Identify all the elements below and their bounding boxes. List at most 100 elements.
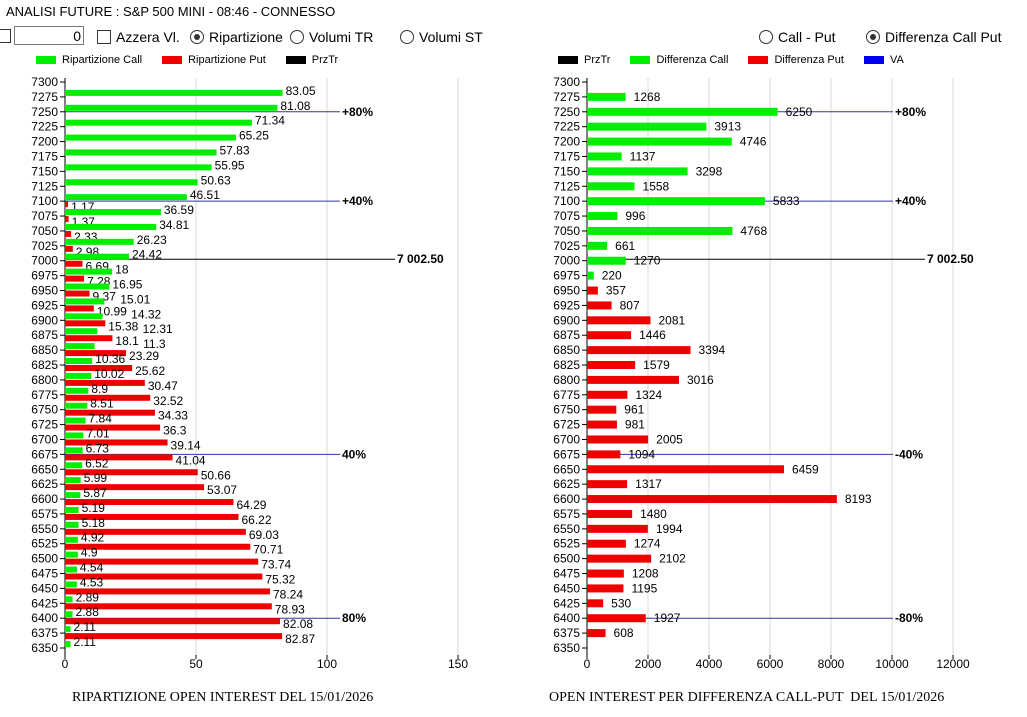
va-label: +40% [342,194,373,208]
call-bar [65,164,212,171]
put-diff-label: 1317 [635,477,662,491]
radio-differenza[interactable]: Differenza Call Put [866,29,1001,45]
put-diff-bar [587,361,636,369]
put-diff-label: 981 [625,418,645,432]
call-bar [65,641,71,647]
y-tick-label: 6875 [31,328,58,342]
azzera-checkbox[interactable]: Azzera Vl. [97,29,180,45]
call-diff-bar [587,152,622,161]
put-bar [65,543,251,550]
differenza-label: Differenza Call Put [885,29,1002,45]
x-tick-label: 0 [62,657,69,671]
va-label: -80% [895,611,923,625]
call-value-label: 2.89 [76,590,100,604]
radio-volumi-st[interactable]: Volumi ST [400,29,483,45]
x-tick-label: 4000 [696,657,723,671]
call-diff-bar [587,256,626,265]
put-diff-label: 1446 [639,328,666,342]
partial-checkbox[interactable] [0,29,11,43]
put-diff-label: 1927 [654,611,681,625]
radio-selected-icon [866,30,880,44]
call-value-label: 15.01 [120,292,150,306]
call-bar [65,149,217,156]
y-tick-label: 6650 [553,462,580,476]
put-bar [65,216,69,223]
call-diff-label: 4768 [740,224,767,238]
x-tick-label: 100 [317,657,337,671]
put-value-label: 30.47 [148,379,178,393]
call-value-label: 6.52 [85,456,109,470]
y-tick-label: 6700 [31,432,58,446]
call-bar [65,566,77,573]
call-value-label: 18 [115,263,129,277]
call-bar [65,194,187,201]
call-bar [65,238,134,245]
put-value-label: 73.74 [261,558,291,572]
przTr-label: 7 002.50 [927,252,974,266]
y-tick-label: 7025 [31,239,58,253]
put-diff-label: 1208 [632,567,659,581]
radio-call-put[interactable]: Call - Put [759,29,836,45]
call-diff-label: 1268 [634,90,661,104]
right-legend: PrzTr Differenza Call Differenza Put VA [558,54,904,66]
put-bar [65,260,83,267]
call-bar [65,104,278,111]
radio-icon [400,30,414,44]
y-tick-label: 6675 [31,447,58,461]
call-bar [65,134,236,141]
put-value-label: 34.33 [158,409,188,423]
y-tick-label: 6850 [553,343,580,357]
put-value-label: 15.38 [108,319,138,333]
va-label: +80% [895,105,926,119]
put-diff-bar [587,316,651,325]
x-tick-label: 50 [189,657,203,671]
call-value-label: 65.25 [239,129,269,143]
call-value-label: 46.51 [190,188,220,202]
y-tick-label: 6700 [553,432,580,446]
radio-icon [759,30,773,44]
y-tick-label: 7250 [31,105,58,119]
radio-ripartizione[interactable]: Ripartizione [190,29,283,45]
call-value-label: 5.19 [82,501,106,515]
call-diff-bar [587,197,765,206]
number-input[interactable]: 0 [14,26,84,45]
put-value-label: 78.24 [273,587,303,601]
legend-label: VA [889,54,904,66]
call-value-label: 5.87 [83,486,107,500]
y-tick-label: 7225 [553,120,580,134]
put-diff-label: 530 [611,596,631,610]
put-bar [65,230,72,237]
legend-swatch-put [748,56,769,64]
y-tick-label: 7000 [31,254,58,268]
y-tick-label: 6775 [553,388,580,402]
call-bar [65,477,81,484]
call-bar [65,492,81,499]
radio-volumi-tr[interactable]: Volumi TR [290,29,373,45]
y-tick-label: 6850 [31,343,58,357]
call-value-label: 12.31 [143,322,173,336]
put-bar [65,633,283,640]
azzera-label: Azzera Vl. [116,29,180,45]
radio-selected-icon [190,30,204,44]
y-tick-label: 6575 [31,507,58,521]
call-value-label: 2.88 [76,605,100,619]
y-tick-label: 6900 [31,313,58,327]
y-tick-label: 7175 [31,149,58,163]
put-diff-bar [587,569,624,578]
put-bar [65,513,239,520]
volumi-st-label: Volumi ST [419,29,483,45]
call-value-label: 24.42 [132,248,162,262]
call-value-label: 2.11 [74,635,97,649]
y-tick-label: 6775 [31,388,58,402]
call-value-label: 34.81 [159,218,189,232]
y-tick-label: 7125 [553,179,580,193]
call-bar [65,626,71,633]
put-bar [65,201,69,208]
y-tick-label: 7150 [31,164,58,178]
call-diff-label: 3913 [714,120,741,134]
y-tick-label: 7150 [553,164,580,178]
put-bar [65,439,168,446]
y-tick-label: 6625 [553,477,580,491]
put-value-label: 53.07 [207,483,237,497]
